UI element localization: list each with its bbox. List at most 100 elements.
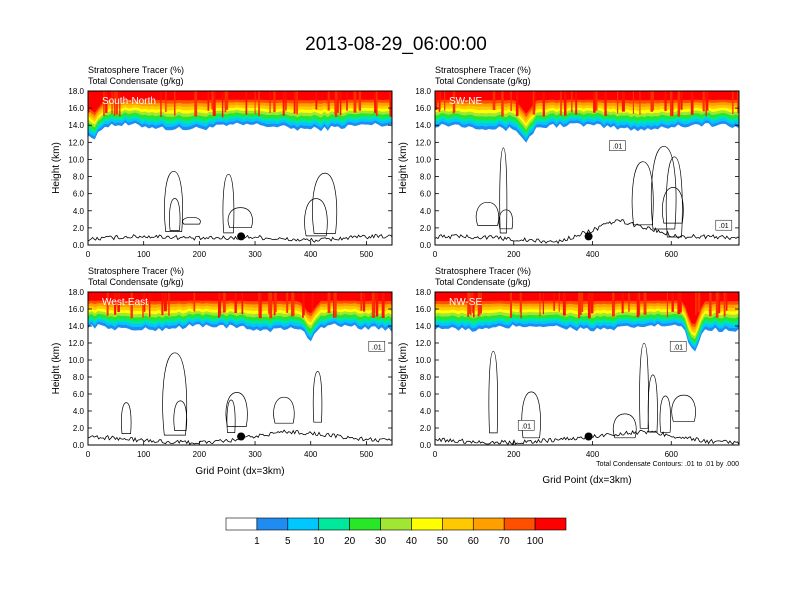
tracer-streak (218, 292, 220, 318)
tracer-streak (296, 91, 298, 115)
y-tick-label: 16.0 (415, 305, 431, 314)
x-tick-label: 400 (304, 450, 318, 459)
plot-frame (434, 90, 740, 246)
y-axis-label: Height (km) (398, 142, 409, 194)
condensate-contour (312, 371, 323, 423)
tracer-streak (105, 91, 108, 113)
tracer-streak (337, 91, 339, 113)
tracer-streak (581, 292, 584, 312)
tracer-streak (106, 292, 109, 316)
tracer-streak (293, 91, 296, 114)
tracer-streak (103, 91, 105, 117)
tracer-streak (737, 91, 739, 114)
tracer-streak (593, 91, 596, 113)
colorbar-swatch (442, 517, 474, 531)
y-tick-label: 6.0 (73, 390, 85, 399)
tracer-streak (335, 91, 338, 117)
tracer-streak (542, 91, 545, 117)
tracer-streak (376, 91, 378, 117)
tracer-streak (680, 91, 683, 110)
tracer-streak (363, 292, 366, 312)
colorbar-label: 20 (344, 536, 356, 547)
tracer-streak (510, 292, 512, 318)
condensate-contour (164, 170, 183, 232)
y-tick-label: 4.0 (420, 407, 432, 416)
contour-label-text: .01 (613, 144, 623, 151)
x-tick-label: 0 (433, 250, 438, 259)
condensate-contour (273, 396, 295, 424)
tracer-streak (578, 292, 580, 319)
y-tick-label: 12.0 (415, 339, 431, 348)
tracer-streak (670, 91, 673, 116)
panel-label: South-North (102, 96, 156, 107)
tracer-streak (612, 292, 615, 317)
tracer-streak (677, 292, 681, 315)
colorbar: 1 5 10 20 30 40 50 60 70 100 (225, 517, 567, 547)
panel-label: NW-SE (449, 297, 482, 308)
contour-label-text: .01 (673, 344, 683, 351)
tracer-streak (604, 91, 607, 116)
x-tick-label: 300 (248, 250, 262, 259)
tracer-streak (452, 91, 455, 114)
condensate-contour (227, 207, 253, 229)
tracer-streak (119, 91, 121, 117)
tracer-streak (595, 91, 598, 111)
tracer-streak (374, 91, 377, 113)
subtitle-tracer: Stratosphere Tracer (%) (88, 65, 184, 75)
condensate-contour (488, 350, 498, 434)
tracer-streak (617, 91, 619, 114)
tracer-streak (560, 91, 562, 116)
y-tick-label: 0.0 (73, 241, 85, 250)
condensate-contour (475, 201, 500, 226)
x-tick-label: 0 (86, 450, 91, 459)
y-tick-label: 2.0 (73, 424, 85, 433)
tracer-streak (636, 292, 640, 318)
y-tick-label: 18.0 (415, 288, 431, 297)
tracer-streak (165, 91, 167, 113)
y-tick-label: 16.0 (68, 104, 84, 113)
contour-label-text: .01 (521, 423, 531, 430)
tracer-streak (268, 292, 270, 314)
tracer-streak (142, 292, 144, 318)
y-tick-label: 4.0 (420, 207, 432, 216)
tracer-streak (562, 292, 566, 316)
condensate-contour (671, 394, 696, 422)
tracer-streak (444, 91, 446, 111)
y-tick-label: 8.0 (73, 173, 85, 182)
x-tick-label: 100 (137, 450, 151, 459)
panel-1: South-North Stratosphere Tracer (%)Total … (51, 65, 393, 259)
tracer-streak (143, 292, 146, 312)
colorbar-swatch (318, 517, 350, 531)
y-tick-label: 12.0 (415, 138, 431, 147)
tracer-streak (353, 91, 357, 113)
tracer-streak (115, 91, 118, 115)
tracer-streak (174, 91, 176, 116)
x-tick-label: 500 (360, 450, 374, 459)
tracer-streak (193, 292, 196, 312)
y-tick-label: 2.0 (73, 224, 85, 233)
tracer-streak (492, 91, 496, 110)
tracer-streak (579, 292, 582, 315)
tracer-streak (291, 292, 294, 317)
plot-frame (87, 291, 393, 446)
contour-label: .01 (368, 341, 386, 352)
tracer-streak (327, 292, 331, 314)
tracer-streak (327, 91, 330, 111)
tracer-streak (358, 91, 362, 111)
y-tick-label: 12.0 (68, 138, 84, 147)
tracer-streak (381, 292, 385, 318)
tracer-streak (532, 91, 536, 115)
tracer-streak (114, 292, 117, 315)
x-tick-label: 0 (86, 250, 91, 259)
tracer-streak (702, 91, 705, 112)
colorbar-swatch (472, 517, 505, 531)
colorbar-label: 60 (468, 536, 480, 547)
tracer-streak (632, 91, 634, 114)
tracer-streak (113, 91, 115, 117)
y-axis-label: Height (km) (398, 343, 409, 395)
tracer-streak (164, 292, 167, 312)
tracer-streak (515, 91, 519, 117)
tracer-streak (715, 292, 719, 318)
tracer-streak (639, 91, 641, 115)
